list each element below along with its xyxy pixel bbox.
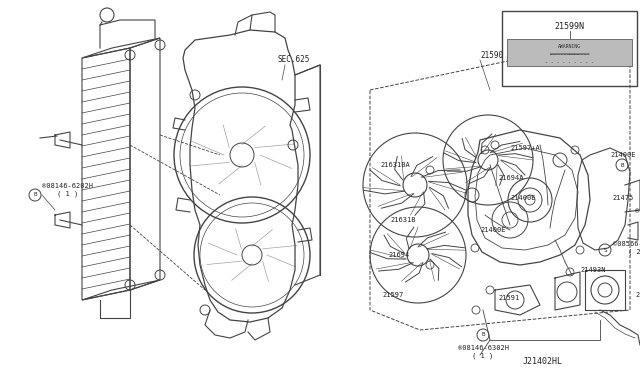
Text: 21400E: 21400E — [510, 195, 536, 201]
Text: 21475: 21475 — [612, 195, 633, 201]
Text: 21694: 21694 — [388, 252, 409, 258]
Text: 21597+A: 21597+A — [510, 145, 540, 151]
Text: 21590: 21590 — [480, 51, 503, 60]
Text: AWARNING: AWARNING — [558, 44, 581, 49]
Text: 21694A: 21694A — [498, 175, 524, 181]
Text: ®08146-6202H
( 1 ): ®08146-6202H ( 1 ) — [42, 183, 93, 197]
Text: S: S — [604, 247, 607, 253]
Text: 21591+A: 21591+A — [635, 292, 640, 298]
Text: 21597: 21597 — [382, 292, 403, 298]
Text: 21400E: 21400E — [480, 227, 506, 233]
Text: ®08146-6302H
( 1 ): ®08146-6302H ( 1 ) — [635, 208, 640, 222]
Text: 21599N: 21599N — [555, 22, 584, 31]
Text: 21631BA: 21631BA — [380, 162, 410, 168]
Polygon shape — [508, 39, 632, 66]
Text: 21631B: 21631B — [390, 217, 415, 223]
Text: SEC.625: SEC.625 — [278, 55, 310, 64]
Text: ══════════════: ══════════════ — [550, 52, 589, 57]
Text: B: B — [620, 163, 624, 167]
Text: ®08146-6302H
( 1 ): ®08146-6302H ( 1 ) — [458, 345, 509, 359]
Text: B: B — [33, 192, 37, 198]
Text: ©08566-6252A
( 2 ): ©08566-6252A ( 2 ) — [613, 241, 640, 255]
Text: J21402HL: J21402HL — [523, 357, 563, 366]
Text: B: B — [481, 333, 485, 337]
Text: 21591: 21591 — [498, 295, 519, 301]
Text: 21400E: 21400E — [610, 152, 636, 158]
Text: 21493N: 21493N — [580, 267, 605, 273]
Text: - - - - - - - - -: - - - - - - - - - — [545, 60, 594, 65]
